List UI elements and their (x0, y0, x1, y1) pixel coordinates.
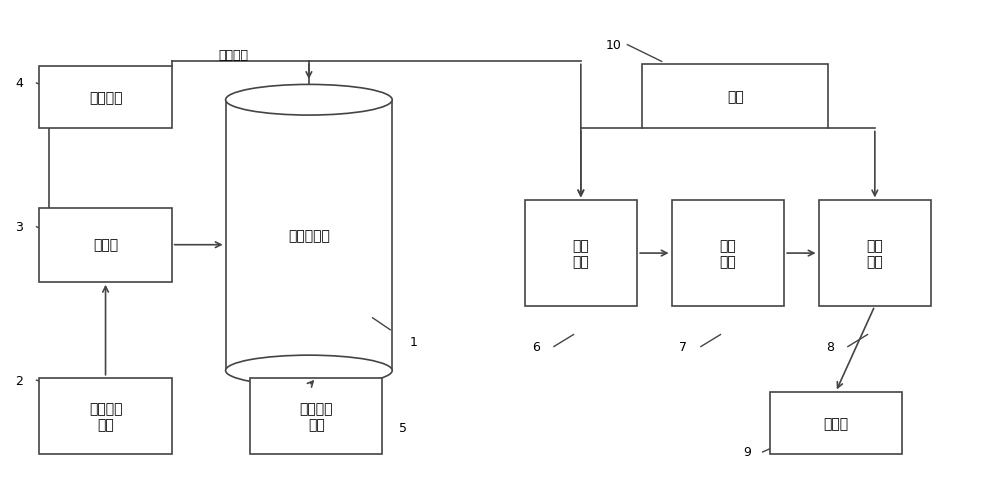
Text: 3: 3 (15, 221, 23, 234)
Text: 发电
单元: 发电 单元 (719, 239, 736, 268)
Polygon shape (226, 101, 392, 371)
Bar (818, 201, 931, 306)
Text: 5: 5 (399, 422, 407, 435)
Text: 储电
单元: 储电 单元 (866, 239, 883, 268)
Text: 4: 4 (15, 77, 23, 90)
Ellipse shape (226, 355, 392, 386)
Bar (524, 201, 637, 306)
Bar (250, 378, 382, 454)
Text: 2: 2 (15, 374, 23, 387)
Text: 8: 8 (826, 340, 834, 353)
Bar (642, 64, 828, 129)
Text: 电网: 电网 (727, 90, 744, 104)
Text: 微型发酵罐: 微型发酵罐 (288, 229, 330, 243)
Text: 1: 1 (410, 336, 418, 348)
Bar (39, 378, 172, 454)
Text: 7: 7 (679, 340, 687, 353)
Bar (39, 208, 172, 282)
Text: 9: 9 (743, 446, 751, 459)
Text: 6: 6 (532, 340, 540, 353)
Bar (39, 67, 172, 129)
Text: 进料装置: 进料装置 (89, 91, 122, 105)
Text: 太阳能热
水器: 太阳能热 水器 (89, 401, 122, 431)
Bar (672, 201, 784, 306)
Text: 充电桩: 充电桩 (823, 416, 848, 430)
Bar (770, 392, 902, 454)
Text: 储气
单元: 储气 单元 (572, 239, 589, 268)
Text: 热水罐: 热水罐 (93, 238, 118, 252)
Text: 发酵原料: 发酵原料 (218, 49, 248, 61)
Text: 10: 10 (606, 39, 622, 52)
Text: 固液分离
单元: 固液分离 单元 (300, 401, 333, 431)
Ellipse shape (226, 85, 392, 116)
